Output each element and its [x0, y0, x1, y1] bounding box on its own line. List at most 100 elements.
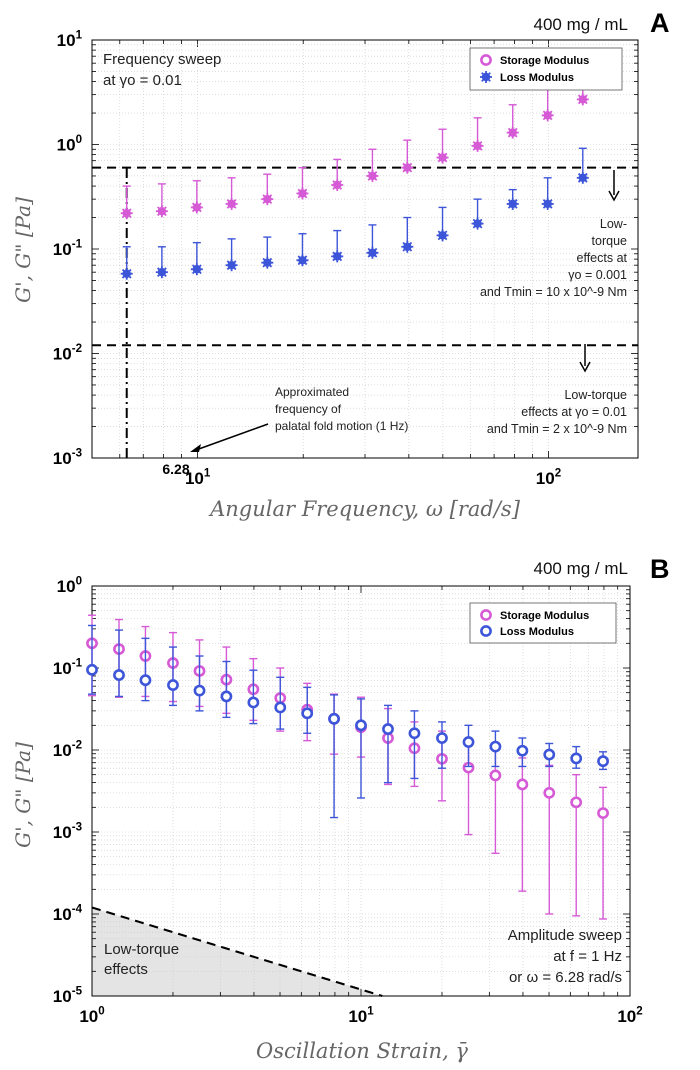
y-tick-label: 10-5: [53, 985, 83, 1006]
loss-modulus-point: [193, 684, 206, 697]
legend-label-storage: Storage Modulus: [500, 610, 589, 622]
legend: Storage Modulus Loss Modulus: [469, 47, 623, 91]
storage-modulus-point: [401, 161, 414, 174]
low-torque-arrowhead: [608, 190, 620, 202]
y-axis-label: G', G" [Pa]: [11, 742, 35, 848]
loss-modulus-point: [541, 197, 554, 210]
loss-modulus-point: [331, 250, 344, 263]
x-tick-label: 100: [79, 1005, 104, 1026]
loss-modulus-point: [296, 254, 309, 267]
y-tick-label: 10-1: [53, 238, 83, 259]
loss-modulus-point: [401, 240, 414, 253]
y-tick-label: 101: [57, 29, 83, 50]
storage-modulus-point: [576, 93, 589, 106]
y-tick-label: 10-1: [53, 657, 83, 678]
loss-modulus-point: [436, 229, 449, 242]
storage-modulus-point: [155, 205, 168, 218]
legend-label-storage: Storage Modulus: [500, 55, 589, 67]
loss-modulus-point: [408, 727, 421, 740]
storage-modulus-point: [471, 139, 484, 152]
y-tick-label: 10-2: [53, 739, 82, 760]
loss-modulus-point: [155, 266, 168, 279]
storage-modulus-point: [597, 807, 609, 820]
legend-marker-storage: [480, 609, 492, 621]
storage-modulus-point: [190, 201, 203, 214]
loss-modulus-point: [86, 663, 98, 676]
loss-modulus-point: [471, 217, 484, 230]
x-axis-label: Angular Frequency, ω [rad/s]: [208, 497, 521, 521]
storage-modulus-point: [120, 207, 133, 220]
storage-modulus-point: [225, 197, 238, 210]
storage-modulus-point: [436, 151, 449, 164]
panel-title: Frequency sweep at γo = 0.01: [103, 51, 221, 89]
loss-modulus-point: [220, 690, 233, 703]
legend-box: [469, 47, 623, 91]
legend-marker-storage: [480, 54, 492, 66]
legend-marker-loss: [480, 71, 492, 83]
loss-modulus-point: [247, 696, 260, 709]
y-tick-label: 100: [57, 134, 82, 155]
loss-modulus-point: [366, 246, 379, 259]
x-tick-label: 102: [536, 467, 561, 488]
loss-modulus-point: [543, 748, 556, 761]
loss-modulus-point: [489, 740, 502, 753]
loss-modulus-point: [225, 259, 238, 272]
annotation-low-torque: Low-torque effects: [104, 941, 179, 978]
storage-modulus-point: [261, 193, 274, 206]
annotation-fold: Approximated frequency of palatal fold mot…: [275, 385, 408, 433]
concentration-label: 400 mg / mL: [534, 15, 629, 34]
legend-marker-loss: [480, 625, 492, 637]
x-tick-label: 101: [185, 467, 211, 488]
loss-modulus-point: [261, 256, 274, 269]
loss-modulus-point: [190, 263, 203, 276]
loss-modulus-point: [328, 712, 340, 725]
loss-modulus-point: [139, 674, 152, 687]
legend-label-loss: Loss Modulus: [500, 72, 574, 84]
x-tick-label: 101: [348, 1005, 374, 1026]
loss-modulus-point: [462, 736, 475, 748]
loss-modulus-point: [113, 669, 125, 681]
annotation-amplitude-sweep: Amplitude sweep at f = 1 Hz or ω = 6.28 ra…: [508, 927, 622, 986]
annotation-low-torque-1: Low-torque effects at γo = 0.001 and Tmin =…: [480, 217, 628, 299]
panel-letter: A: [650, 8, 670, 38]
loss-modulus-point: [570, 752, 583, 765]
legend: Storage Modulus Loss Modulus: [469, 602, 617, 644]
storage-modulus-point: [331, 178, 344, 191]
loss-modulus-point: [576, 171, 589, 184]
plot-frame: [91, 585, 631, 997]
low-torque-arrowhead: [579, 361, 591, 373]
x-axis-label: Oscillation Strain, γ̄: [256, 1039, 468, 1063]
y-tick-label: 10-4: [53, 903, 83, 924]
legend-label-loss: Loss Modulus: [500, 626, 574, 638]
loss-modulus-point: [382, 723, 394, 735]
storage-modulus-point: [296, 187, 309, 200]
storage-modulus-point: [506, 126, 519, 139]
panel-b-chart: 10-5 10-4 10-3 10-2 10-1 100 100 101 102 G', G" […: [11, 554, 670, 1063]
storage-modulus-point: [570, 796, 583, 809]
y-tick-label: 10-3: [53, 447, 82, 468]
loss-modulus-point: [516, 744, 529, 757]
annotation-low-torque-2: Low-torque effects at γo = 0.01 and Tmin =…: [487, 388, 627, 436]
marker-label: 6.28: [162, 461, 189, 477]
y-tick-label: 100: [57, 575, 82, 596]
loss-modulus-point: [597, 755, 609, 768]
annotation-arrow: [195, 423, 269, 451]
panel-a-chart: 10-3 10-2 10-1 100 101 101 102 G', G" [Pa] Angul…: [11, 8, 670, 521]
annotation-arrowhead: [190, 444, 201, 452]
panel-letter: B: [650, 554, 670, 584]
loss-modulus-point: [274, 701, 287, 714]
storage-modulus-point: [489, 769, 502, 782]
loss-modulus-point: [167, 679, 179, 691]
reference-line-diagonal: [91, 906, 383, 997]
storage-modulus-point: [366, 169, 379, 182]
plot-frame: [91, 39, 639, 459]
y-tick-label: 10-3: [53, 821, 82, 842]
loss-modulus-point: [120, 267, 133, 280]
loss-modulus-point: [355, 719, 367, 732]
concentration-label: 400 mg / mL: [534, 559, 629, 578]
y-axis-label: G', G" [Pa]: [11, 197, 35, 303]
loss-modulus-point: [301, 707, 314, 720]
legend-box: [469, 602, 617, 644]
loss-modulus-point: [506, 197, 519, 210]
